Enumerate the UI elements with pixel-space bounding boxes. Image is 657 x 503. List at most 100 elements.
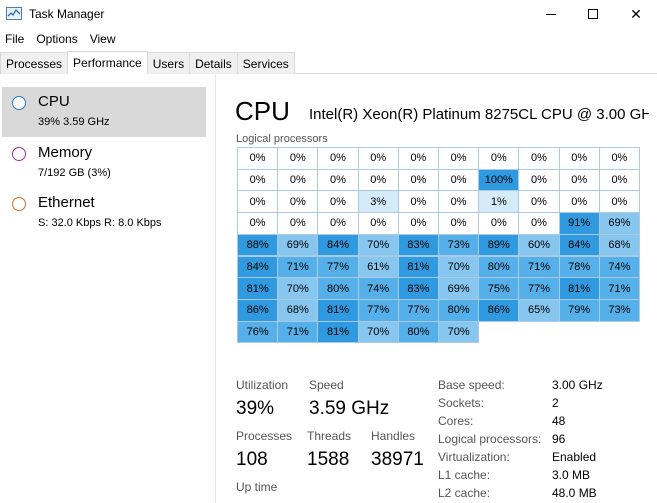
processor-cell: 86% bbox=[478, 298, 520, 322]
tab-services[interactable]: Services bbox=[236, 52, 295, 74]
handles-value: 38971 bbox=[371, 449, 424, 470]
spec-value: 2 bbox=[552, 396, 559, 410]
processor-cell: 77% bbox=[397, 298, 439, 322]
processor-cell: 0% bbox=[438, 190, 480, 214]
processor-cell: 76% bbox=[237, 320, 279, 344]
processor-cell: 0% bbox=[397, 147, 439, 170]
processor-cell: 69% bbox=[438, 277, 480, 300]
processor-cell: 80% bbox=[438, 298, 480, 322]
handles-label: Handles bbox=[371, 429, 416, 443]
spec-value: 48.0 MB bbox=[552, 486, 597, 500]
processor-cell: 0% bbox=[598, 190, 640, 214]
processor-cell: 61% bbox=[357, 255, 399, 279]
spec-label: Sockets: bbox=[438, 396, 485, 410]
processor-cell: 0% bbox=[357, 168, 399, 192]
spec-label: Logical processors: bbox=[438, 432, 542, 446]
tab-processes[interactable]: Processes bbox=[0, 52, 69, 74]
processor-cell: 3% bbox=[357, 190, 399, 214]
processor-cell: 70% bbox=[277, 277, 319, 300]
processor-cell: 0% bbox=[317, 190, 359, 214]
processor-cell: 0% bbox=[478, 147, 520, 170]
page-title: CPU bbox=[235, 96, 290, 126]
processor-cell: 80% bbox=[317, 277, 359, 300]
minimize-button[interactable] bbox=[528, 0, 574, 28]
processor-cell: 0% bbox=[277, 147, 319, 170]
processor-cell: 78% bbox=[558, 255, 600, 279]
processor-cell: 70% bbox=[438, 255, 480, 279]
maximize-button[interactable] bbox=[570, 0, 616, 28]
processor-cell: 0% bbox=[558, 168, 600, 192]
spec-label: L1 cache: bbox=[438, 468, 491, 482]
menu-options[interactable]: Options bbox=[36, 32, 78, 46]
processor-cell: 74% bbox=[357, 277, 399, 300]
processor-cell: 0% bbox=[237, 168, 279, 192]
cpu-indicator-icon bbox=[12, 96, 26, 110]
processor-cell: 75% bbox=[478, 277, 520, 300]
processor-cell: 0% bbox=[317, 168, 359, 192]
processor-cell: 86% bbox=[237, 298, 279, 322]
memory-indicator-icon bbox=[12, 147, 26, 161]
speed-label: Speed bbox=[309, 378, 344, 392]
ethernet-indicator-icon bbox=[12, 197, 26, 211]
spec-value: 3.0 MB bbox=[552, 468, 591, 482]
processor-cell: 0% bbox=[237, 147, 279, 170]
processor-cell: 70% bbox=[438, 320, 480, 344]
processor-cell: 81% bbox=[397, 255, 439, 279]
spec-value: Enabled bbox=[552, 450, 597, 464]
utilization-label: Utilization bbox=[236, 378, 289, 392]
resource-sidebar: CPU 39% 3.59 GHz Memory 7/192 GB (3%) Et… bbox=[0, 75, 216, 503]
sidebar-item-cpu[interactable]: CPU 39% 3.59 GHz bbox=[2, 87, 206, 137]
window-title: Task Manager bbox=[29, 7, 105, 21]
threads-label: Threads bbox=[307, 429, 352, 443]
processor-cell: 68% bbox=[277, 298, 319, 322]
processor-cell: 83% bbox=[397, 277, 439, 300]
processor-cell: 0% bbox=[277, 190, 319, 214]
processor-cell: 0% bbox=[277, 212, 319, 235]
sidebar-item-ethernet[interactable]: Ethernet S: 32.0 Kbps R: 8.0 Kbps bbox=[2, 188, 206, 238]
processor-cell: 60% bbox=[518, 233, 560, 257]
processor-cell: 81% bbox=[558, 277, 600, 300]
processor-cell: 0% bbox=[397, 212, 439, 235]
processor-cell: 0% bbox=[438, 168, 480, 192]
processor-cell: 71% bbox=[277, 320, 319, 344]
processor-cell: 0% bbox=[357, 147, 399, 170]
processor-cell: 1% bbox=[478, 190, 520, 214]
processes-label: Processes bbox=[236, 429, 293, 443]
processor-cell: 71% bbox=[598, 277, 640, 300]
spec-value: 96 bbox=[552, 432, 566, 446]
uptime-label: Up time bbox=[236, 480, 278, 494]
spec-label: Cores: bbox=[438, 414, 474, 428]
spec-value: 48 bbox=[552, 414, 566, 428]
processor-cell: 77% bbox=[317, 255, 359, 279]
processor-cell: 0% bbox=[438, 212, 480, 235]
processor-cell: 81% bbox=[317, 320, 359, 344]
menu-file[interactable]: File bbox=[5, 32, 25, 46]
title-bar: Task Manager ✕ bbox=[0, 0, 657, 28]
tab-users[interactable]: Users bbox=[146, 52, 191, 74]
processor-cell: 84% bbox=[317, 233, 359, 257]
sidebar-item-detail: 39% 3.59 GHz bbox=[38, 116, 110, 128]
processor-cell: 0% bbox=[237, 212, 279, 235]
tab-performance[interactable]: Performance bbox=[67, 51, 148, 74]
utilization-value: 39% bbox=[236, 398, 275, 419]
processor-cell: 68% bbox=[598, 233, 640, 257]
sidebar-item-label: Memory bbox=[38, 144, 93, 161]
sidebar-item-memory[interactable]: Memory 7/192 GB (3%) bbox=[2, 138, 206, 188]
menu-view[interactable]: View bbox=[89, 32, 116, 46]
processor-cell: 0% bbox=[397, 190, 439, 214]
spec-value: 3.00 GHz bbox=[552, 378, 603, 392]
processor-cell: 74% bbox=[598, 255, 640, 279]
processor-cell: 70% bbox=[357, 320, 399, 344]
threads-value: 1588 bbox=[307, 449, 350, 470]
processor-cell: 0% bbox=[237, 190, 279, 214]
processor-cell: 80% bbox=[397, 320, 439, 344]
processor-cell: 0% bbox=[317, 212, 359, 235]
processor-cell: 0% bbox=[518, 212, 560, 235]
processor-cell: 0% bbox=[438, 147, 480, 170]
processor-cell: 80% bbox=[478, 255, 520, 279]
close-button[interactable]: ✕ bbox=[613, 0, 657, 28]
tab-details[interactable]: Details bbox=[189, 52, 238, 74]
sidebar-item-label: Ethernet bbox=[38, 194, 95, 211]
close-icon: ✕ bbox=[630, 5, 642, 22]
menu-bar: File Options View bbox=[0, 29, 657, 49]
